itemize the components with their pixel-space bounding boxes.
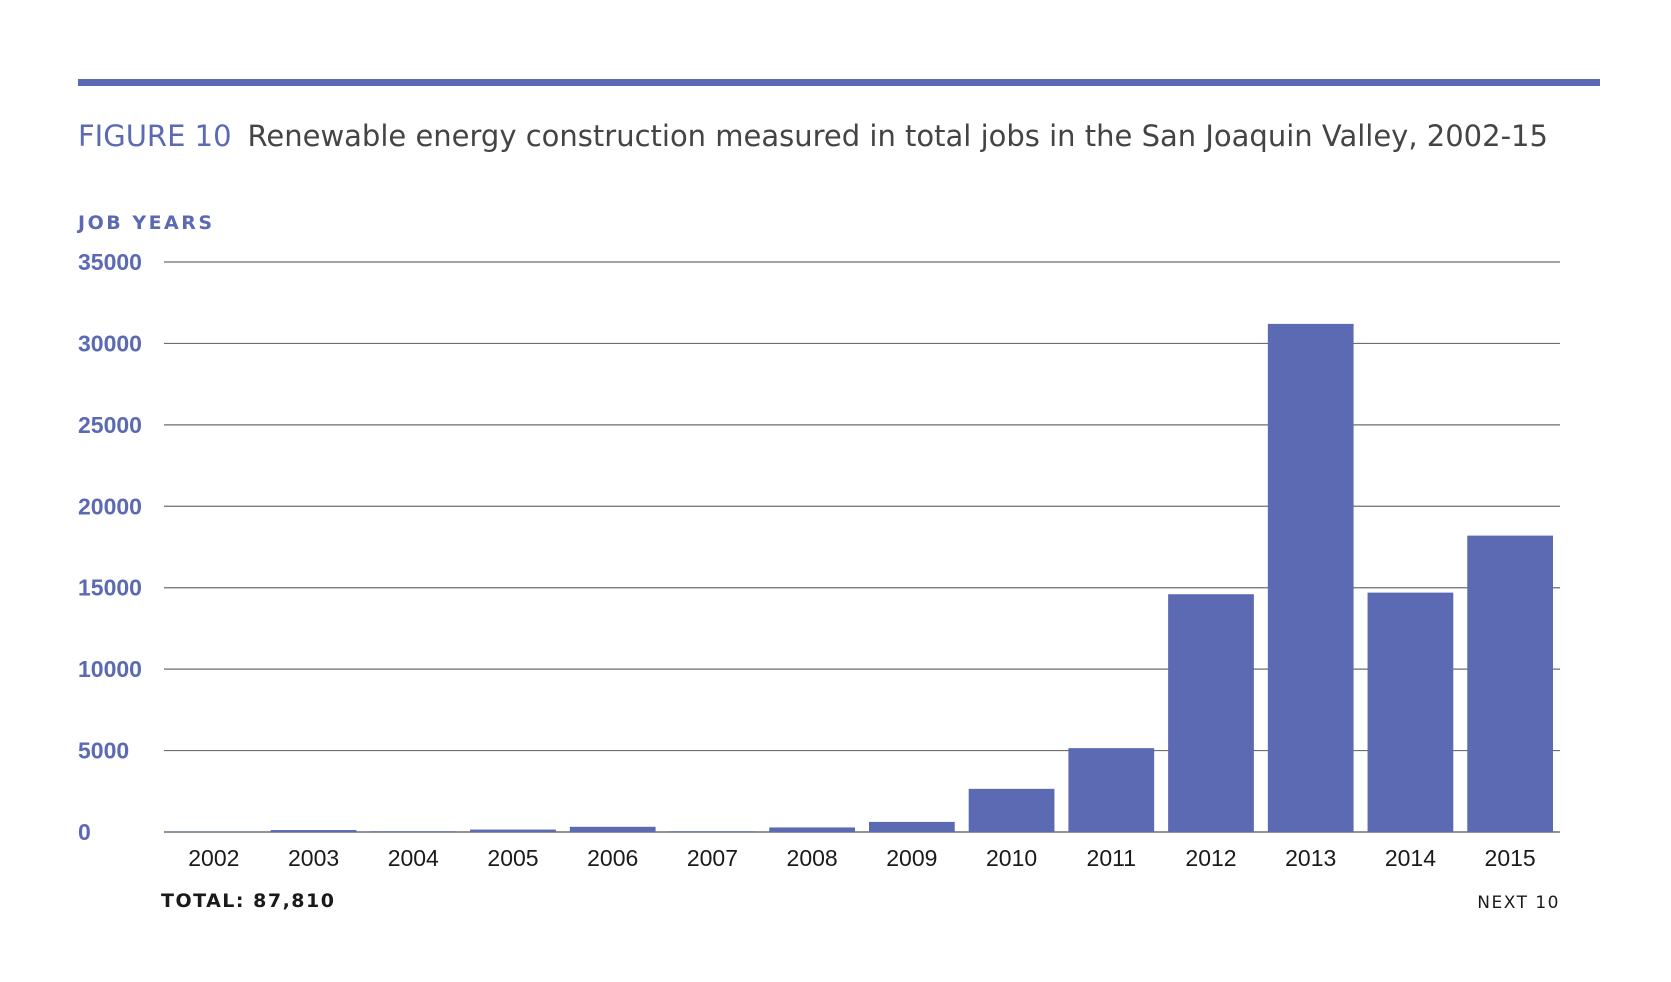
x-tick-label: 2015 — [1485, 845, 1536, 871]
bar-2013 — [1267, 323, 1354, 832]
bar-2009 — [868, 821, 955, 832]
bar-2011 — [1068, 748, 1155, 832]
bar-2010 — [968, 788, 1055, 832]
y-axis-title: JOB YEARS — [76, 212, 215, 234]
x-tick-label: 2011 — [1087, 845, 1136, 871]
x-tick-label: 2014 — [1385, 845, 1436, 871]
bar-2006 — [569, 826, 656, 832]
x-tick-label: 2004 — [388, 845, 439, 871]
bar-2015 — [1467, 535, 1554, 832]
x-tick-label: 2009 — [886, 845, 937, 871]
total-label: TOTAL: 87,810 — [161, 890, 335, 912]
figure-title: Renewable energy construction measured i… — [247, 119, 1548, 153]
y-tick-label: 25000 — [78, 412, 142, 438]
bar-2012 — [1168, 594, 1254, 832]
bar-2005 — [470, 829, 556, 832]
bar-2014 — [1367, 592, 1454, 832]
x-tick-label: 2010 — [986, 845, 1037, 871]
figure-heading: FIGURE 10 Renewable energy construction m… — [78, 116, 1548, 156]
figure-label: FIGURE 10 — [78, 119, 232, 153]
x-tick-label: 2002 — [188, 845, 239, 871]
y-tick-label: 0 — [78, 819, 91, 845]
x-tick-label: 2007 — [687, 845, 738, 871]
source-label: NEXT 10 — [1477, 893, 1560, 913]
x-tick-label: 2003 — [288, 845, 339, 871]
x-tick-label: 2008 — [787, 845, 838, 871]
y-tick-label: 15000 — [78, 575, 142, 601]
y-tick-label: 5000 — [78, 738, 129, 764]
bar-2008 — [769, 827, 856, 832]
y-tick-label: 20000 — [78, 493, 142, 519]
bar-2004 — [370, 831, 457, 832]
top-rule — [78, 79, 1600, 86]
bar-2003 — [270, 830, 357, 832]
x-tick-label: 2012 — [1185, 845, 1236, 871]
y-tick-label: 30000 — [78, 330, 142, 356]
x-tick-label: 2013 — [1285, 845, 1336, 871]
x-tick-label: 2005 — [487, 845, 538, 871]
y-tick-label: 10000 — [78, 656, 142, 682]
x-tick-label: 2006 — [587, 845, 638, 871]
bar-2007 — [669, 831, 756, 832]
y-tick-label: 35000 — [78, 249, 142, 275]
